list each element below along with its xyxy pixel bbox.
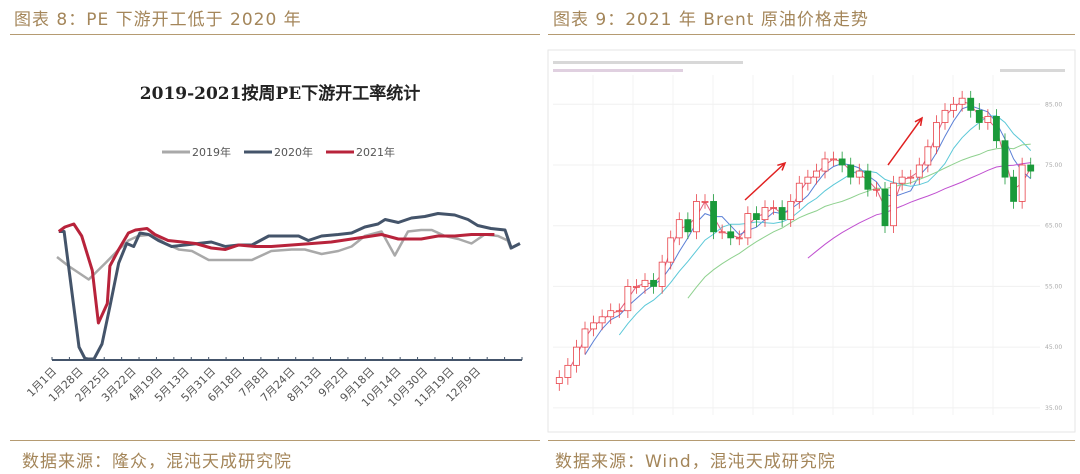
candle-body — [1001, 140, 1009, 178]
candle-body — [873, 188, 880, 191]
brent-price-chart: 85.00 75.00 65.00 55.00 45.00 35.00 — [547, 49, 1076, 433]
candle-body — [607, 310, 615, 318]
candle-body — [838, 158, 846, 166]
y-tick-label: 35.00 — [1045, 405, 1062, 412]
series-lines — [56, 212, 521, 361]
trend-arrow-shaft — [887, 117, 923, 166]
candle-body — [821, 158, 829, 172]
caption-divider-left — [10, 34, 540, 35]
chart-title: 2019-2021按周PE下游开工率统计 — [140, 83, 420, 104]
candle-body — [710, 201, 717, 233]
legend: 2019年 2020年 2021年 — [162, 145, 395, 159]
candle-body — [864, 170, 872, 190]
chart-frame — [547, 49, 1076, 433]
candle-body — [633, 286, 640, 288]
source-divider-right — [548, 440, 1075, 441]
legend-label: 2020年 — [274, 145, 313, 159]
candle-body — [778, 207, 786, 221]
candle-body — [813, 170, 820, 178]
candle-body — [1018, 164, 1026, 202]
series-line-2020年 — [58, 212, 521, 361]
candle-body — [555, 377, 563, 384]
candle-body — [787, 201, 795, 221]
candle-body — [667, 237, 675, 263]
candle-body — [624, 286, 632, 312]
pe-operating-rate-chart: 2019-2021按周PE下游开工率统计 2019年 2020年 2021年 1月1… — [24, 83, 523, 409]
series-line-2021年 — [57, 222, 495, 325]
candle-body — [881, 188, 889, 227]
ma-line — [687, 143, 1031, 299]
candle-body — [727, 231, 735, 239]
candle-body — [701, 201, 709, 203]
candle-body — [993, 116, 1000, 142]
caption-divider-right — [548, 34, 1075, 35]
quote-header-text — [553, 61, 743, 64]
y-tick-label: 45.00 — [1045, 344, 1062, 351]
candle-body — [975, 109, 983, 123]
ma-line — [618, 115, 1032, 336]
candle-body — [761, 207, 769, 221]
candle-body — [898, 176, 906, 184]
trend-arrows — [744, 116, 924, 201]
candle-body — [581, 328, 589, 348]
candle-body — [641, 279, 649, 287]
candle-body — [693, 201, 700, 233]
candlesticks — [555, 90, 1035, 391]
candle-body — [804, 176, 812, 184]
candle-body — [1010, 176, 1017, 202]
chart-header — [553, 61, 1065, 72]
right-data-source: 数据来源：Wind，混沌天成研究院 — [555, 452, 836, 472]
candle-body — [650, 279, 657, 287]
ma-line — [807, 162, 1031, 259]
candle-body — [598, 316, 606, 324]
candle-body — [744, 213, 752, 239]
y-tick-label: 65.00 — [1045, 223, 1062, 230]
candle-body — [573, 346, 580, 366]
candle-body — [1027, 164, 1035, 172]
left-figure-caption: 图表 8：PE 下游开工低于 2020 年 — [14, 10, 302, 30]
legend-label: 2021年 — [356, 145, 395, 159]
candle-body — [967, 97, 975, 111]
candle-body — [770, 207, 777, 209]
y-tick-label: 55.00 — [1045, 283, 1062, 290]
legend-label: 2019年 — [192, 145, 231, 159]
trend-arrow-shaft — [744, 162, 786, 201]
candle-body — [941, 109, 949, 123]
ma-header-text — [553, 69, 683, 72]
candle-body — [924, 146, 932, 166]
left-data-source: 数据来源：隆众，混沌天成研究院 — [22, 452, 292, 472]
candle-body — [590, 322, 597, 330]
source-divider-left — [10, 440, 540, 441]
candle-body — [718, 231, 726, 234]
candle-body — [855, 170, 863, 178]
y-tick-label: 85.00 — [1045, 101, 1062, 108]
candle-body — [847, 164, 855, 178]
y-tick-label: 75.00 — [1045, 162, 1062, 169]
candle-body — [890, 182, 897, 227]
candle-body — [950, 103, 957, 111]
candle-body — [795, 182, 803, 202]
arrow-up-icon — [914, 116, 924, 127]
candle-body — [615, 310, 623, 313]
candle-body — [564, 364, 572, 378]
candle-body — [907, 176, 915, 179]
right-figure-caption: 图表 9：2021 年 Brent 原油价格走势 — [553, 10, 869, 30]
arrow-up-icon — [777, 161, 787, 171]
x-axis: 1月1日1月28日2月25日3月22日4月19日5月13日5月31日6月18日7… — [24, 357, 523, 409]
candle-body — [830, 158, 837, 161]
candle-body — [675, 219, 683, 239]
candle-body — [735, 237, 743, 240]
date-range-text — [1000, 69, 1065, 72]
candle-body — [933, 122, 940, 148]
candle-body — [753, 213, 760, 221]
candle-body — [658, 261, 666, 287]
candle-body — [684, 219, 692, 233]
candle-body — [915, 164, 923, 178]
candle-body — [984, 116, 992, 123]
candle-body — [958, 97, 966, 105]
